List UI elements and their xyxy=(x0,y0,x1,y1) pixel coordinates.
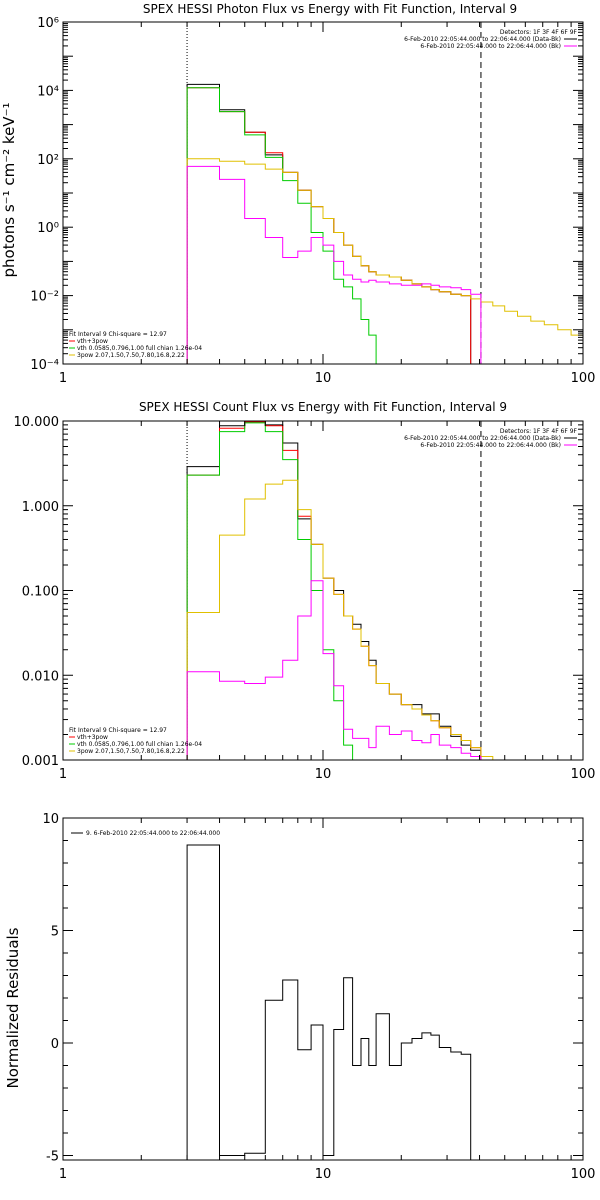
y-tick-label: 10 xyxy=(42,812,59,827)
x-tick-label: 1 xyxy=(59,371,67,386)
legend-entry: vth 0.0585,0.796,1.00 full chian 1.26e-0… xyxy=(77,741,202,748)
y-tick-label: 10² xyxy=(37,153,59,168)
series-4-histogram xyxy=(186,580,482,760)
count-panel-title: SPEX HESSI Count Flux vs Energy with Fit… xyxy=(139,400,507,414)
photon-legend-top-right: Detectors: 1F 3F 4F 6F 9F6-Feb-2010 22:0… xyxy=(404,29,577,50)
y-tick-label: 5 xyxy=(51,925,59,940)
y-tick-label: 0 xyxy=(51,1037,59,1052)
legend-entry: 6-Feb-2010 22:05:44.000 to 22:06:44.000 … xyxy=(420,442,561,449)
series-2-histogram xyxy=(186,87,390,364)
x-tick-label: 100 xyxy=(571,1167,596,1182)
residuals-panel: Normalized Residuals 1 10 100 -5 0 5 10 9. 6-F… xyxy=(4,812,595,1182)
count-legend-top-right: Detectors: 1F 3F 4F 6F 9F6-Feb-2010 22:0… xyxy=(404,428,577,449)
y-tick-label: 10⁶ xyxy=(37,16,59,31)
series-1-histogram xyxy=(186,87,472,364)
x-tick-label: 1 xyxy=(59,767,67,782)
legend-entry: vth+3pow xyxy=(77,734,108,741)
legend-entry: vth+3pow xyxy=(77,338,108,345)
count-legend-bottom-left: Fit Interval 9 Chi-square = 12.97vth+3po… xyxy=(69,727,202,755)
series-3-histogram xyxy=(186,158,583,364)
y-tick-label: 10⁰ xyxy=(37,221,59,236)
series-3-histogram xyxy=(186,479,518,760)
x-tick-label: 1 xyxy=(59,1167,67,1182)
count-flux-panel: SPEX HESSI Count Flux vs Energy with Fit… xyxy=(14,400,596,782)
count-plot-frame xyxy=(62,420,584,761)
photon-plot-content: 1 10 100 10⁻⁴ 10⁻² 10⁰ 10² 10⁴ 10⁶ xyxy=(30,16,595,386)
count-plot-content: 1 10 100 0.001 0.010 0.100 1.000 10.000 xyxy=(14,415,596,782)
x-tick-label: 10 xyxy=(315,1167,332,1182)
y-tick-label: 0.100 xyxy=(22,585,59,600)
x-tick-label: 10 xyxy=(315,767,332,782)
y-tick-label: 10.000 xyxy=(14,415,60,430)
y-tick-label: 0.001 xyxy=(22,754,59,769)
y-tick-label: 0.010 xyxy=(22,669,59,684)
y-tick-label: -5 xyxy=(46,1150,59,1165)
photon-plot-frame xyxy=(62,21,584,365)
x-tick-label: 100 xyxy=(571,371,596,386)
legend-entry: Fit Interval 9 Chi-square = 12.97 xyxy=(69,727,167,734)
legend-entry: 3pow 2.07,1.50,7.50,7.80,16.8,2.22 xyxy=(77,748,185,755)
legend-entry: vth 0.0585,0.796,1.00 full chian 1.26e-0… xyxy=(77,345,202,352)
photon-legend-bottom-left: Fit Interval 9 Chi-square = 12.97vth+3po… xyxy=(69,331,202,359)
legend-entry: Detectors: 1F 3F 4F 6F 9F xyxy=(500,29,578,36)
legend-entry: 6-Feb-2010 22:05:44.000 to 22:06:44.000 … xyxy=(420,43,561,50)
residuals-plot-frame xyxy=(62,817,584,1161)
legend-entry: 6-Feb-2010 22:05:44.000 to 22:06:44.000 … xyxy=(404,435,561,442)
x-tick-label: 100 xyxy=(571,767,596,782)
photon-y-axis-label: photons s⁻¹ cm⁻² keV⁻¹ xyxy=(0,103,18,278)
photon-flux-panel: SPEX HESSI Photon Flux vs Energy with Fi… xyxy=(0,2,595,386)
residuals-legend: 9. 6-Feb-2010 22:05:44.000 to 22:06:44.0… xyxy=(71,830,220,837)
legend-entry: Detectors: 1F 3F 4F 6F 9F xyxy=(500,428,578,435)
legend-entry: 9. 6-Feb-2010 22:05:44.000 to 22:06:44.0… xyxy=(86,830,220,837)
photon-panel-title: SPEX HESSI Photon Flux vs Energy with Fi… xyxy=(143,2,517,16)
legend-entry: Fit Interval 9 Chi-square = 12.97 xyxy=(69,331,167,338)
y-tick-label: 1.000 xyxy=(22,500,59,515)
residuals-plot-content: 1 10 100 -5 0 5 10 xyxy=(42,812,595,1182)
legend-entry: 6-Feb-2010 22:05:44.000 to 22:06:44.000 … xyxy=(404,36,561,43)
x-tick-label: 10 xyxy=(315,371,332,386)
series-0-histogram xyxy=(186,844,481,1160)
series-4-histogram xyxy=(186,165,482,364)
y-tick-label: 10⁻⁴ xyxy=(30,358,59,373)
residuals-y-axis-label: Normalized Residuals xyxy=(4,927,22,1088)
y-tick-label: 10⁻² xyxy=(30,290,59,305)
legend-entry: 3pow 2.07,1.50,7.50,7.80,16.8,2.22 xyxy=(77,352,185,359)
y-tick-label: 10⁴ xyxy=(37,84,59,99)
series-2-histogram xyxy=(186,422,369,760)
series-0-histogram xyxy=(186,83,472,364)
